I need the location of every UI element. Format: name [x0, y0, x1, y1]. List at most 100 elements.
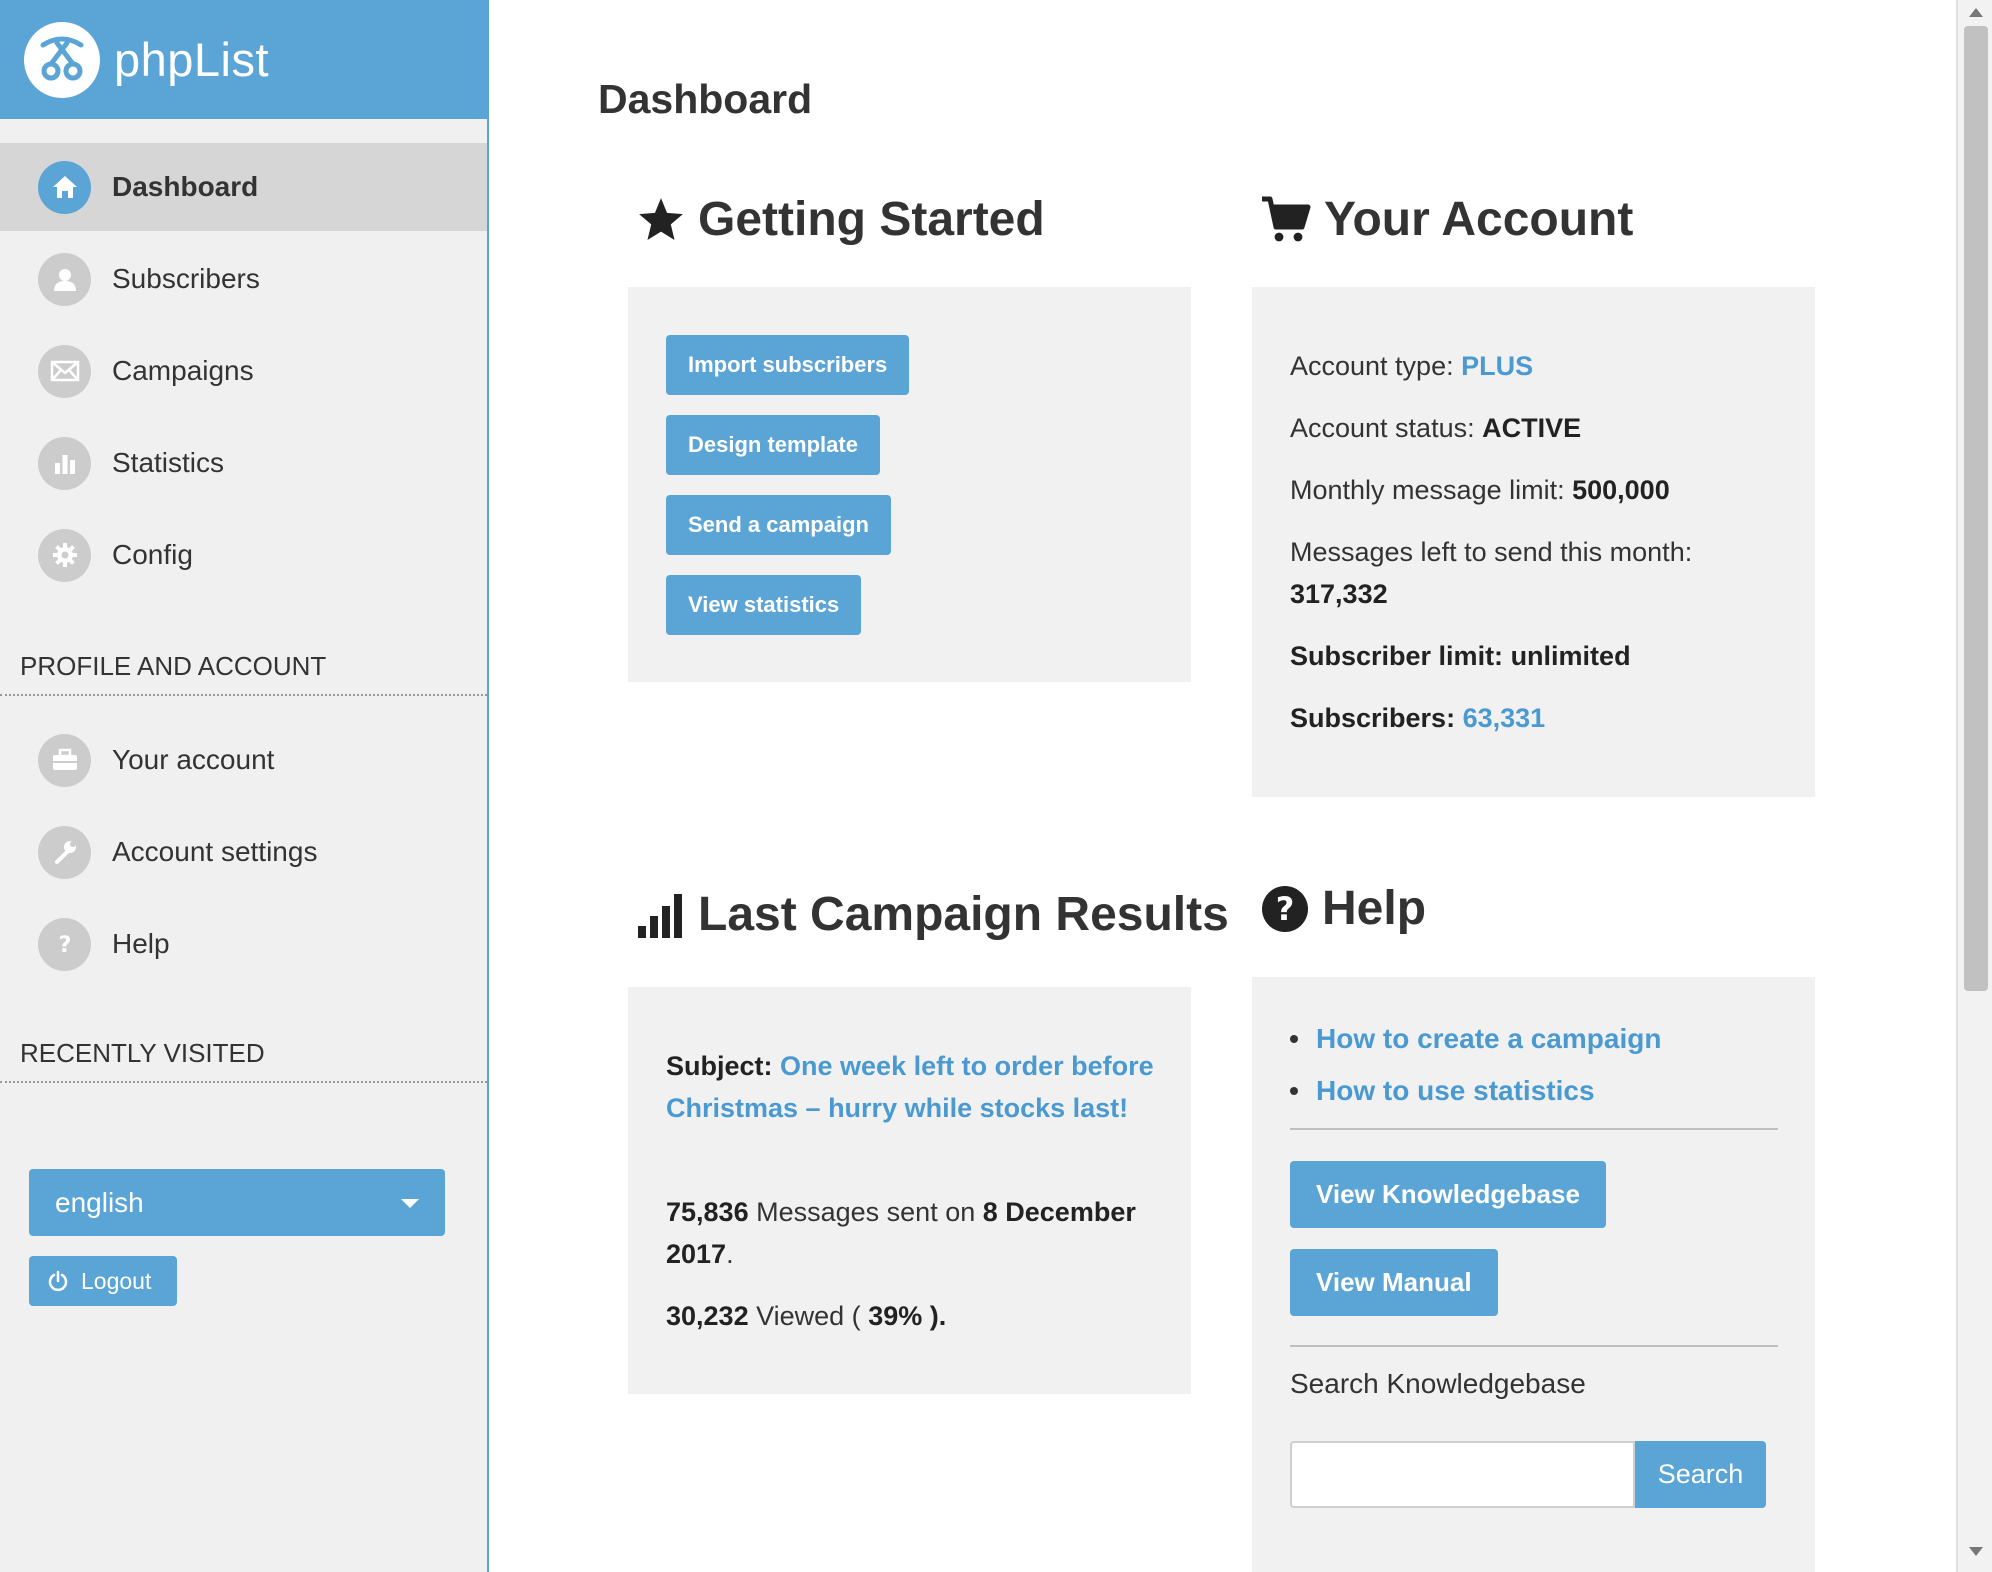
monthly-limit-value: 500,000: [1572, 475, 1670, 505]
briefcase-icon: [38, 733, 91, 787]
search-button[interactable]: Search: [1635, 1441, 1766, 1508]
nav-label-account-settings: Account settings: [112, 836, 318, 867]
search-knowledgebase-input[interactable]: [1290, 1441, 1635, 1508]
campaign-viewed-count: 30,232: [666, 1301, 749, 1331]
nav-item-campaigns[interactable]: Campaigns: [0, 327, 487, 415]
last-campaign-title-text: Last Campaign Results: [698, 888, 1229, 941]
recently-visited-heading: RECENTLY VISITED: [0, 1038, 487, 1083]
brand-header[interactable]: phpList: [0, 0, 487, 119]
scrollbar-thumb[interactable]: [1964, 26, 1988, 991]
nav-label-config: Config: [112, 539, 193, 570]
page-title: Dashboard: [598, 76, 813, 122]
subscribers-count-value[interactable]: 63,331: [1462, 703, 1546, 733]
nav-item-your-account[interactable]: Your account: [0, 716, 487, 804]
help-title-text: Help: [1322, 882, 1427, 935]
campaign-sent-count: 75,836: [666, 1197, 749, 1227]
view-knowledgebase-button[interactable]: View Knowledgebase: [1290, 1161, 1606, 1228]
nav-item-config[interactable]: Config: [0, 511, 487, 599]
campaign-viewed-end: ).: [929, 1301, 947, 1331]
campaign-subject-label: Subject:: [666, 1051, 773, 1081]
subscriber-limit-value: unlimited: [1510, 641, 1631, 671]
envelope-icon: [38, 344, 91, 398]
send-campaign-button[interactable]: Send a campaign: [666, 495, 891, 555]
power-icon: [48, 1270, 68, 1292]
monthly-limit-row: Monthly message limit: 500,000: [1290, 469, 1670, 511]
help-link-item: How to create a campaign: [1290, 1013, 1661, 1065]
language-select-value: english: [55, 1186, 144, 1218]
nav-label-dashboard: Dashboard: [112, 171, 259, 202]
logout-label: Logout: [81, 1267, 152, 1294]
campaign-viewed-info: 30,232 Viewed ( 39% ).: [666, 1295, 1186, 1337]
nav-item-dashboard[interactable]: Dashboard: [0, 143, 487, 231]
getting-started-title: Getting Started: [636, 192, 1045, 247]
account-type-row: Account type: PLUS: [1290, 345, 1533, 387]
nav-item-help[interactable]: ? Help: [0, 900, 487, 988]
messages-left-label: Messages left to send this month:: [1290, 537, 1693, 567]
brand-name: phpList: [114, 33, 270, 86]
view-statistics-button[interactable]: View statistics: [666, 575, 862, 635]
how-to-create-campaign-link[interactable]: How to create a campaign: [1316, 1023, 1662, 1054]
bullet-icon: [1290, 1035, 1298, 1043]
campaign-sent-info: 75,836 Messages sent on 8 December 2017.: [666, 1191, 1186, 1275]
bullet-icon: [1290, 1087, 1298, 1095]
getting-started-panel: Import subscribers Design template Send …: [628, 287, 1191, 682]
help-link-item: How to use statistics: [1290, 1065, 1661, 1117]
user-icon: [38, 252, 91, 306]
page-scrollbar[interactable]: [1956, 0, 1992, 1572]
nav-item-account-settings[interactable]: Account settings: [0, 808, 487, 896]
subscriber-limit-row: Subscriber limit: unlimited: [1290, 635, 1631, 677]
nav-label-statistics: Statistics: [112, 447, 225, 478]
nav-item-statistics[interactable]: Statistics: [0, 419, 487, 507]
last-campaign-title: Last Campaign Results: [636, 887, 1229, 942]
subscribers-count-row: Subscribers: 63,331: [1290, 697, 1545, 739]
home-icon: [38, 160, 91, 214]
view-manual-button[interactable]: View Manual: [1290, 1249, 1498, 1316]
svg-text:?: ?: [58, 933, 71, 958]
language-select[interactable]: english: [29, 1169, 445, 1236]
scroll-up-arrow-icon[interactable]: [1969, 8, 1983, 17]
getting-started-title-text: Getting Started: [698, 193, 1045, 246]
signal-bars-icon: [638, 893, 682, 938]
campaign-subject-link[interactable]: One week left to order before Christmas …: [666, 1051, 1154, 1123]
campaign-viewed-text: Viewed (: [756, 1301, 861, 1331]
help-links: How to create a campaign How to use stat…: [1290, 1013, 1661, 1117]
monthly-limit-label: Monthly message limit:: [1290, 475, 1565, 505]
help-title: ? Help: [1260, 881, 1426, 936]
phplist-logo-icon: [24, 21, 100, 98]
nav-label-your-account: Your account: [112, 744, 275, 775]
star-icon: [639, 197, 683, 240]
help-divider: [1290, 1128, 1778, 1130]
nav-label-help: Help: [112, 928, 170, 959]
profile-nav: Your account Account settings ? Help: [0, 716, 487, 988]
shopping-cart-icon: [1262, 196, 1311, 241]
nav-label-campaigns: Campaigns: [112, 355, 254, 386]
nav-item-subscribers[interactable]: Subscribers: [0, 235, 487, 323]
account-type-label: Account type:: [1290, 351, 1454, 381]
your-account-panel: Account type: PLUS Account status: ACTIV…: [1252, 287, 1815, 797]
campaign-sent-text: Messages sent on: [756, 1197, 976, 1227]
search-knowledgebase-label: Search Knowledgebase: [1290, 1368, 1586, 1399]
campaign-sent-date: 8 December 2017: [666, 1197, 1136, 1269]
campaign-viewed-pct: 39%: [868, 1301, 923, 1331]
last-campaign-panel: Subject: One week left to order before C…: [628, 987, 1191, 1394]
gear-icon: [38, 528, 91, 582]
account-type-value[interactable]: PLUS: [1461, 351, 1534, 381]
your-account-title-text: Your Account: [1324, 193, 1634, 246]
messages-left-row: Messages left to send this month: 317,33…: [1290, 531, 1692, 615]
campaign-sent-end: .: [726, 1239, 734, 1269]
import-subscribers-button[interactable]: Import subscribers: [666, 335, 910, 395]
bar-chart-icon: [38, 436, 91, 490]
help-divider: [1290, 1345, 1778, 1347]
your-account-title: Your Account: [1260, 192, 1633, 247]
campaign-subject: Subject: One week left to order before C…: [666, 1045, 1186, 1129]
wrench-icon: [38, 825, 91, 879]
profile-section-heading: PROFILE AND ACCOUNT: [0, 651, 487, 696]
scroll-down-arrow-icon[interactable]: [1969, 1547, 1983, 1556]
how-to-use-statistics-link[interactable]: How to use statistics: [1316, 1075, 1595, 1106]
design-template-button[interactable]: Design template: [666, 415, 880, 475]
account-status-value: ACTIVE: [1482, 413, 1582, 443]
logout-button[interactable]: Logout: [29, 1256, 177, 1306]
subscriber-limit-label: Subscriber limit:: [1290, 641, 1504, 671]
subscribers-count-label: Subscribers:: [1290, 703, 1456, 733]
